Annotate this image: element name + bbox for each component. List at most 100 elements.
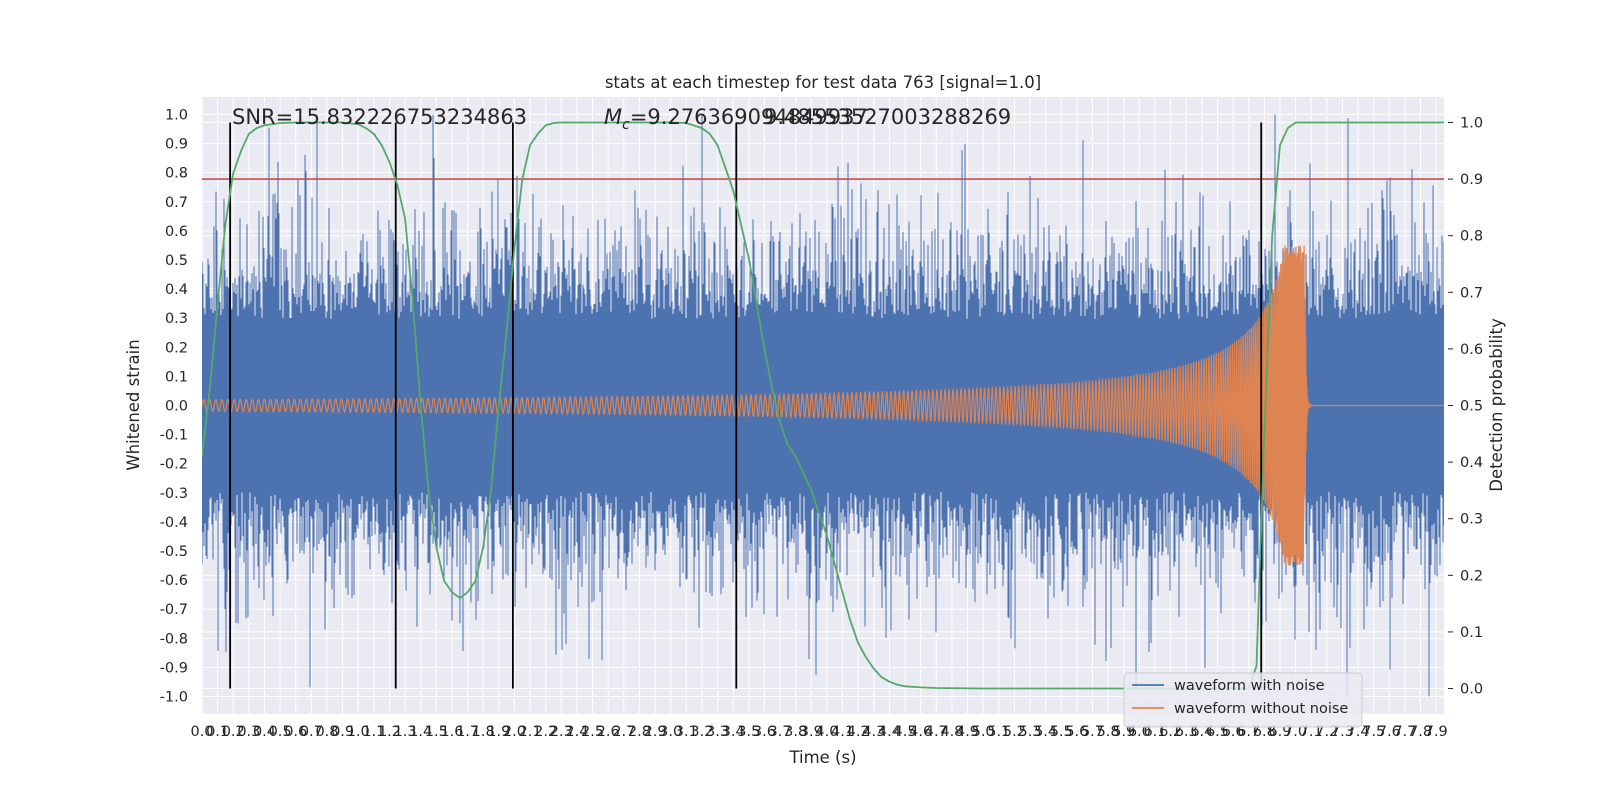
- x-tick-label: 7.1: [1300, 724, 1323, 740]
- x-tick-label: 6.4: [1190, 724, 1213, 740]
- x-tick-label: 4.7: [925, 724, 948, 740]
- y2-tick-label: 0.3: [1460, 512, 1483, 528]
- x-tick-label: 1.6: [440, 724, 463, 740]
- y2-tick-label: 0.4: [1460, 455, 1483, 471]
- x-tick-label: 6.9: [1268, 724, 1291, 740]
- y2-tick-label: 0.1: [1460, 625, 1483, 641]
- x-tick-label: 2.1: [519, 724, 542, 740]
- y-tick-label: -0.9: [160, 660, 188, 676]
- y-tick-label: 0.8: [165, 166, 188, 182]
- x-tick-label: 7.5: [1362, 724, 1385, 740]
- x-tick-label: 1.8: [472, 724, 495, 740]
- y2-axis-ticks: 0.0 0.1 0.2 0.3 0.4 0.5 0.6 0.7 0.8 0.9 1.0: [1448, 115, 1483, 698]
- x-tick-label: 0.2: [222, 724, 245, 740]
- y-tick-label: -0.1: [160, 428, 188, 444]
- y-tick-label: -0.6: [160, 573, 188, 589]
- x-tick-label: 2.7: [612, 724, 635, 740]
- x-tick-label: 7.8: [1409, 724, 1432, 740]
- x-tick-label: 3.1: [675, 724, 698, 740]
- x-tick-label: 7.4: [1347, 724, 1370, 740]
- x-tick-label: 2.6: [597, 724, 620, 740]
- x-tick-label: 0.9: [331, 724, 354, 740]
- x-tick-label: 3.4: [722, 724, 745, 740]
- x-tick-label: 1.4: [409, 724, 432, 740]
- x-tick-label: 6.1: [1143, 724, 1166, 740]
- y-tick-label: 1.0: [165, 107, 188, 123]
- y-tick-label: 0.9: [165, 137, 188, 153]
- x-tick-label: 1.7: [456, 724, 479, 740]
- x-tick-label: 6.0: [1128, 724, 1151, 740]
- y2-axis-label: Detection probability: [1487, 318, 1506, 492]
- x-tick-label: 0.0: [190, 724, 213, 740]
- y-tick-label: 0.3: [165, 311, 188, 327]
- x-tick-label: 3.7: [769, 724, 792, 740]
- x-tick-label: 6.7: [1237, 724, 1260, 740]
- x-tick-label: 5.0: [972, 724, 995, 740]
- x-tick-label: 5.2: [1003, 724, 1026, 740]
- x-tick-label: 6.3: [1175, 724, 1198, 740]
- chirp-mass-value: =9.276369094849937: [630, 105, 868, 129]
- x-tick-label: 1.9: [487, 724, 510, 740]
- y2-tick-label: 0.0: [1460, 682, 1483, 698]
- series-waveform-without-noise: [202, 245, 1444, 566]
- x-tick-label: 4.4: [878, 724, 901, 740]
- x-tick-label: 3.2: [690, 724, 713, 740]
- y-tick-label: 0.5: [165, 253, 188, 269]
- x-tick-label: 6.8: [1253, 724, 1276, 740]
- x-tick-label: 5.6: [1065, 724, 1088, 740]
- event-lines: [229, 122, 1263, 689]
- x-tick-label: 4.2: [847, 724, 870, 740]
- legend-label-noise: waveform with noise: [1174, 678, 1325, 694]
- x-tick-label: 1.3: [394, 724, 417, 740]
- y2-tick-label: 0.6: [1460, 342, 1483, 358]
- x-tick-label: 6.6: [1222, 724, 1245, 740]
- snr-annotation: SNR=15.832226753234863: [232, 105, 527, 129]
- x-tick-label: 2.9: [644, 724, 667, 740]
- x-tick-label: 4.3: [862, 724, 885, 740]
- y-tick-label: 0.1: [165, 369, 188, 385]
- x-tick-label: 7.6: [1378, 724, 1401, 740]
- x-tick-label: 5.4: [1034, 724, 1057, 740]
- legend-box: [1123, 672, 1363, 728]
- x-tick-label: 3.9: [800, 724, 823, 740]
- x-tick-label: 5.1: [987, 724, 1010, 740]
- chart-title: stats at each timestep for test data 763…: [605, 73, 1041, 92]
- x-tick-label: 0.1: [206, 724, 229, 740]
- x-tick-label: 5.7: [1081, 724, 1104, 740]
- x-tick-label: 7.7: [1393, 724, 1416, 740]
- y-axis-ticks: -1.0 -0.9 -0.8 -0.7 -0.6 -0.5 -0.4 -0.3 -0.2 -0.1…: [160, 107, 188, 705]
- x-tick-label: 7.3: [1331, 724, 1354, 740]
- y-tick-label: 0.6: [165, 224, 188, 240]
- x-tick-label: 2.3: [550, 724, 573, 740]
- x-tick-label: 4.0: [815, 724, 838, 740]
- x-tick-label: 2.2: [534, 724, 557, 740]
- x-tick-label: 5.5: [1050, 724, 1073, 740]
- x-tick-label: 2.5: [581, 724, 604, 740]
- y-tick-label: 0.2: [165, 340, 188, 356]
- chirp-mass-subscript: c: [622, 117, 630, 133]
- x-tick-label: 7.0: [1284, 724, 1307, 740]
- y2-tick-label: 0.8: [1460, 229, 1483, 245]
- x-axis-ticks: 0.00.10.20.30.40.50.60.70.80.91.01.11.21…: [190, 724, 1447, 740]
- x-tick-label: 5.3: [1018, 724, 1041, 740]
- x-tick-label: 3.0: [659, 724, 682, 740]
- y-tick-label: -0.3: [160, 486, 188, 502]
- x-tick-label: 3.5: [737, 724, 760, 740]
- y2-tick-label: 0.2: [1460, 568, 1483, 584]
- x-tick-label: 0.7: [300, 724, 323, 740]
- x-tick-label: 4.5: [893, 724, 916, 740]
- y2-tick-label: 1.0: [1460, 115, 1483, 131]
- y2-tick-label: 0.9: [1460, 172, 1483, 188]
- x-tick-label: 3.3: [706, 724, 729, 740]
- x-tick-label: 6.2: [1159, 724, 1182, 740]
- x-tick-label: 1.1: [362, 724, 385, 740]
- overlap-annotation: 9.48553527003288269: [764, 105, 1011, 129]
- x-tick-label: 2.8: [628, 724, 651, 740]
- chirp-mass-symbol: M: [604, 105, 622, 129]
- x-tick-label: 5.8: [1097, 724, 1120, 740]
- y-axis-label: Whitened strain: [124, 339, 143, 470]
- legend-label-clean: waveform without noise: [1174, 701, 1348, 717]
- y-tick-label: 0.7: [165, 195, 188, 211]
- x-tick-label: 5.9: [1112, 724, 1135, 740]
